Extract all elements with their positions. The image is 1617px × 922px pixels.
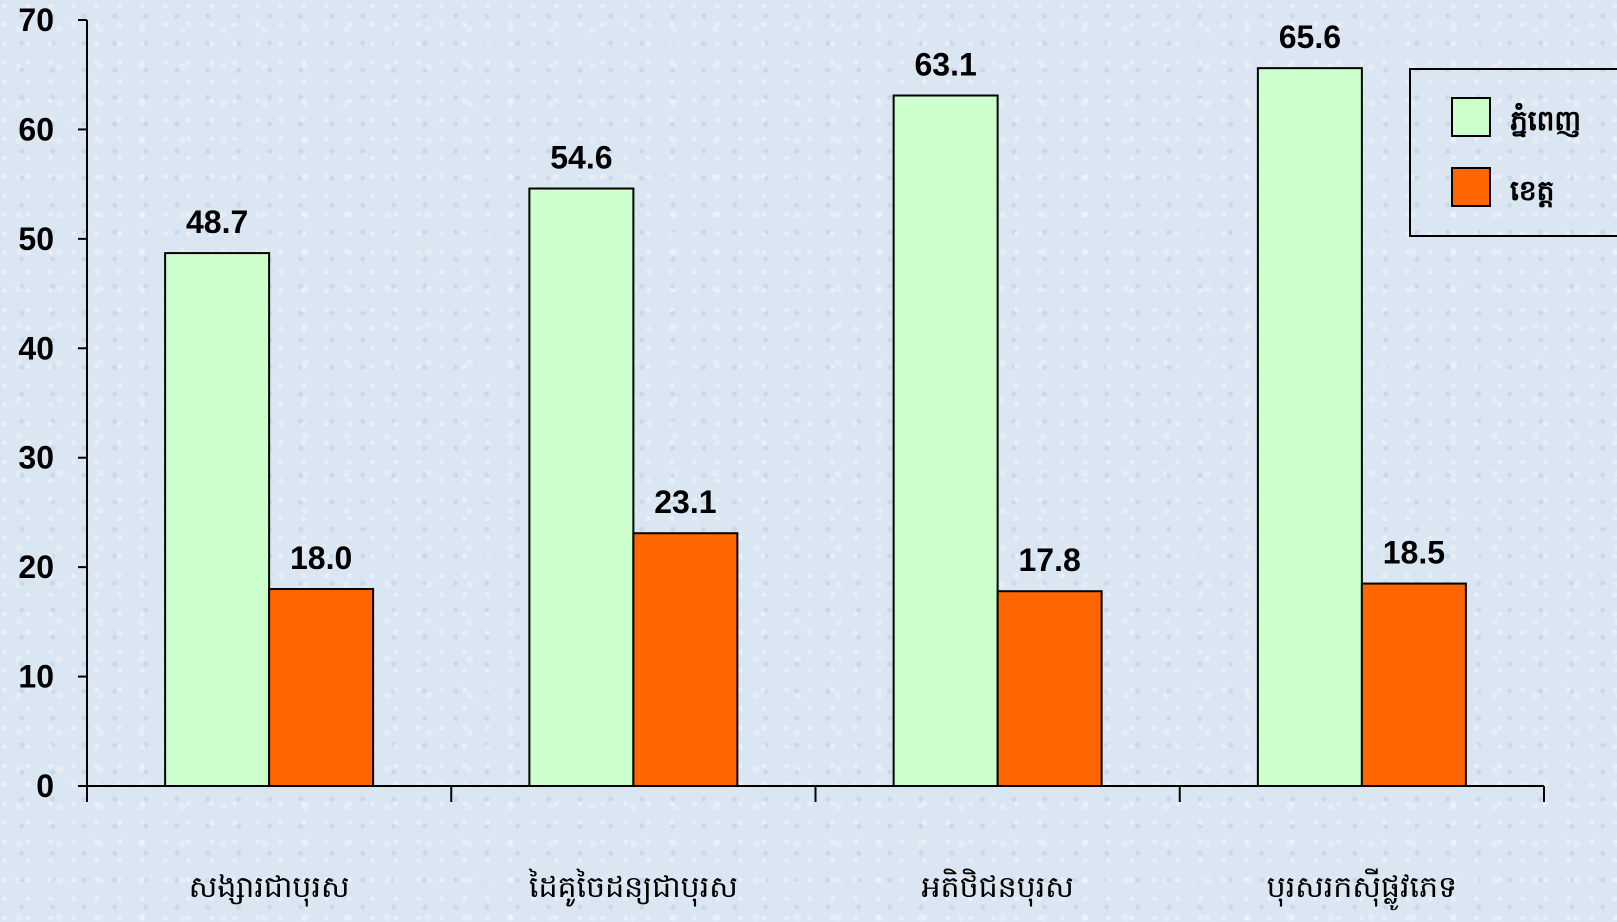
legend: ភ្នំពេញ ខេត្ត xyxy=(1409,68,1617,237)
bar-series-2 xyxy=(268,588,375,787)
bar-series-1 xyxy=(164,252,271,787)
category-label: បុរសរកស៊ីផ្លូវភេទ xyxy=(1267,868,1457,911)
y-tick-label: 10 xyxy=(18,659,54,695)
bar-series-1 xyxy=(1256,67,1363,788)
y-tick-label: 20 xyxy=(18,549,54,585)
category-label: អតិថិជនបុរស xyxy=(921,868,1073,907)
y-tick-label: 30 xyxy=(18,440,54,476)
bar-series-1 xyxy=(892,94,999,787)
legend-swatch-series-2 xyxy=(1451,167,1491,207)
legend-box xyxy=(1409,68,1617,237)
y-tick-label: 60 xyxy=(18,111,54,147)
bar-value-label: 23.1 xyxy=(654,484,716,520)
bar-value-labels: 48.7 18.0 54.6 23.1 63.1 17.8 65.6 18.5 xyxy=(186,19,1445,578)
bars xyxy=(164,67,1467,788)
bar-series-2 xyxy=(632,532,739,787)
bar-value-label: 63.1 xyxy=(914,47,976,83)
category-label: ដៃគូចៃដន្យជាបុរស xyxy=(528,868,738,907)
legend-label-series-1: ភ្នំពេញ xyxy=(1510,102,1581,138)
y-tick-label: 50 xyxy=(18,221,54,257)
bar-value-label: 54.6 xyxy=(550,140,612,176)
bar-series-2 xyxy=(1360,582,1467,787)
y-tick-label: 40 xyxy=(18,330,54,366)
bar-series-2 xyxy=(996,590,1103,788)
x-axis xyxy=(86,785,1545,802)
legend-label-series-2: ខេត្ត xyxy=(1510,174,1554,208)
bar-value-label: 17.8 xyxy=(1018,542,1080,578)
bar-value-label: 18.0 xyxy=(290,540,352,576)
category-label: សង្សារជាបុរស xyxy=(189,870,350,907)
bar-value-label: 65.6 xyxy=(1279,19,1341,55)
y-axis: 0 10 20 30 40 50 60 70 xyxy=(18,2,88,804)
bar-series-1 xyxy=(528,187,635,787)
y-tick-label: 70 xyxy=(18,2,54,38)
y-tick-label: 0 xyxy=(36,768,54,804)
category-labels: សង្សារជាបុរស ដៃគូចៃដន្យជាបុរស អតិថិជនបុរស ប… xyxy=(189,868,1457,911)
bar-value-label: 48.7 xyxy=(186,204,248,240)
legend-swatch-series-1 xyxy=(1451,97,1491,137)
bar-value-label: 18.5 xyxy=(1383,535,1445,571)
